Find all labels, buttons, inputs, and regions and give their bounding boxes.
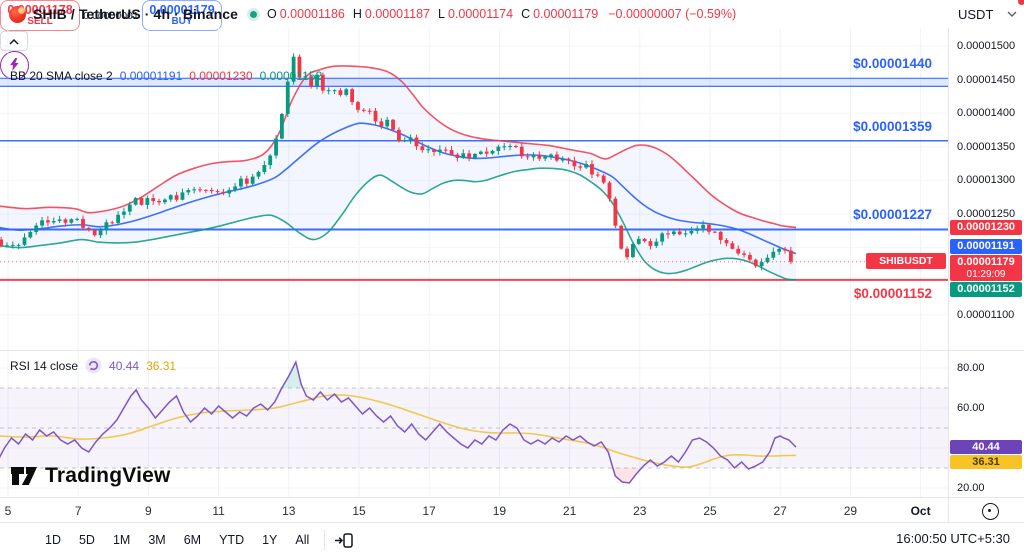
time-axis-label: Oct bbox=[910, 504, 931, 518]
close-value: 0.00001179 bbox=[533, 7, 599, 21]
lightning-icon bbox=[10, 58, 19, 71]
rsi-axis-tick: 80.00 bbox=[957, 362, 985, 374]
rsi-axis-badge: 36.31 bbox=[950, 455, 1022, 469]
sell-label: SELL bbox=[27, 15, 53, 27]
price-axis-tick: 0.00001100 bbox=[957, 308, 1015, 321]
shib-logo-icon bbox=[9, 5, 26, 23]
bb-legend-row[interactable]: BB 20 SMA close 2 0.00001191 0.00001230 … bbox=[10, 69, 322, 83]
price-axis-tick: 0.00001450 bbox=[957, 73, 1016, 86]
range-button-1m[interactable]: 1M bbox=[112, 533, 131, 547]
time-axis-label: 25 bbox=[703, 504, 717, 518]
time-axis-label: 17 bbox=[422, 504, 436, 518]
price-level-label[interactable]: $0.00001152 bbox=[853, 285, 932, 301]
time-axis-label: 13 bbox=[282, 504, 296, 518]
high-value: 0.00001187 bbox=[364, 7, 431, 21]
price-axis-tick: 0.00001350 bbox=[957, 140, 1016, 153]
buy-price: 0.00001179 bbox=[149, 2, 215, 17]
bb-indicator-title: BB 20 SMA close 2 bbox=[10, 69, 113, 83]
price-axis-badge: 0.00001179 01:29:09 bbox=[950, 255, 1022, 281]
low-label: L bbox=[438, 7, 445, 21]
time-axis-label: 15 bbox=[352, 504, 366, 518]
bb-lower-value: 0.00001152 bbox=[259, 69, 323, 83]
open-value: 0.00001186 bbox=[279, 7, 345, 21]
time-axis-label: 27 bbox=[773, 504, 787, 518]
range-button-5d[interactable]: 5D bbox=[78, 533, 95, 547]
badge-price: 0.00001179 bbox=[957, 255, 1015, 268]
symbol-header: SHIB / TetherUS · 4h · Binance O 0.00001… bbox=[0, 0, 948, 28]
price-level-label[interactable]: $0.00001440 bbox=[853, 56, 932, 72]
change-value: −0.00000007 (−0.59%) bbox=[608, 7, 737, 21]
price-axis-badge: 0.00001152 bbox=[950, 282, 1022, 297]
currency-selector[interactable]: USDT bbox=[948, 0, 1024, 28]
badge-price: 0.00001191 bbox=[957, 240, 1015, 253]
chevron-down-icon bbox=[1007, 11, 1017, 17]
time-axis-label: 19 bbox=[492, 504, 507, 518]
chevron-up-icon bbox=[9, 38, 19, 45]
market-open-dot-icon bbox=[250, 10, 257, 18]
time-axis-label: 11 bbox=[212, 504, 225, 518]
go-to-date-icon[interactable] bbox=[333, 530, 354, 551]
rsi-indicator-title: RSI 14 close bbox=[10, 358, 79, 373]
low-value: 0.00001174 bbox=[447, 7, 514, 21]
tradingview-watermark-text: TradingView bbox=[45, 464, 171, 487]
rsi-ma-value: 36.31 bbox=[146, 358, 177, 373]
range-button-1y[interactable]: 1Y bbox=[262, 533, 278, 547]
rsi-axis-badge: 40.44 bbox=[950, 440, 1022, 454]
time-axis-label: 23 bbox=[633, 504, 647, 518]
bottom-toolbar: 1D 5D 1M 3M 6M YTD 1Y All bbox=[0, 523, 1024, 557]
time-axis-label: 9 bbox=[145, 504, 152, 518]
rsi-legend-row[interactable]: RSI 14 close 40.44 36.31 bbox=[10, 357, 176, 374]
tradingview-logo-icon bbox=[11, 467, 37, 485]
currency-label: USDT bbox=[958, 6, 994, 22]
range-button-ytd[interactable]: YTD bbox=[219, 533, 245, 547]
session-clock[interactable]: 16:00:50 UTC+5:30 bbox=[896, 531, 1010, 546]
time-axis-label: 5 bbox=[4, 504, 12, 518]
price-axis-badge: 0.00001191 bbox=[950, 239, 1022, 254]
price-axis-tick: 0.00001500 bbox=[957, 40, 1016, 52]
price-axis-badge: 0.00001230 bbox=[950, 220, 1022, 235]
time-settings-icon[interactable] bbox=[982, 503, 999, 520]
rsi-axis-tick: 20.00 bbox=[957, 482, 985, 494]
range-button-6m[interactable]: 6M bbox=[183, 533, 202, 547]
range-button-3m[interactable]: 3M bbox=[148, 533, 166, 547]
range-button-1d[interactable]: 1D bbox=[45, 533, 61, 547]
symbol-title[interactable]: SHIB / TetherUS · 4h · Binance bbox=[33, 6, 238, 22]
price-axis-tick: 0.00001400 bbox=[957, 107, 1016, 120]
refresh-icon[interactable] bbox=[85, 357, 102, 374]
time-axis-label: 7 bbox=[74, 504, 82, 518]
close-label: C bbox=[521, 7, 531, 21]
order-panel: 0.00001178 SELL 0.00000001 0.00001179 BU… bbox=[0, 0, 1024, 31]
badge-price: 0.00001230 bbox=[956, 221, 1016, 234]
bb-upper-value: 0.00001230 bbox=[189, 69, 253, 83]
rsi-axis-tick: 60.00 bbox=[957, 402, 985, 414]
buy-button[interactable]: 0.00001179 BUY bbox=[142, 0, 222, 31]
rsi-value: 40.44 bbox=[109, 358, 140, 373]
ohlc-values: O 0.00001186 H 0.00001187 L 0.00001174 C… bbox=[267, 7, 736, 21]
time-axis-label: 29 bbox=[843, 504, 858, 518]
countdown-timer: 01:29:09 bbox=[966, 268, 1006, 280]
price-level-label[interactable]: $0.00001227 bbox=[853, 207, 932, 223]
notification-dot bbox=[1018, 0, 1024, 5]
price-level-label[interactable]: $0.00001359 bbox=[853, 118, 932, 134]
buy-label: BUY bbox=[171, 15, 193, 27]
open-label: O bbox=[267, 7, 277, 21]
price-axis-tick: 0.00001250 bbox=[957, 208, 1016, 220]
toolbar-divider bbox=[324, 530, 326, 550]
price-axis-tick: 0.00001300 bbox=[957, 174, 1016, 187]
symbol-price-tag: SHIBUSDT bbox=[866, 253, 946, 269]
time-axis-label: 21 bbox=[562, 504, 577, 518]
range-button-all[interactable]: All bbox=[295, 533, 310, 547]
badge-price: 0.00001152 bbox=[957, 283, 1015, 296]
high-label: H bbox=[352, 7, 362, 21]
tradingview-watermark: TradingView bbox=[10, 464, 171, 488]
bb-basis-value: 0.00001191 bbox=[119, 69, 183, 83]
range-buttons: 1D 5D 1M 3M 6M YTD 1Y All bbox=[38, 529, 316, 551]
spread-value: 0.00000001 bbox=[83, 9, 139, 22]
